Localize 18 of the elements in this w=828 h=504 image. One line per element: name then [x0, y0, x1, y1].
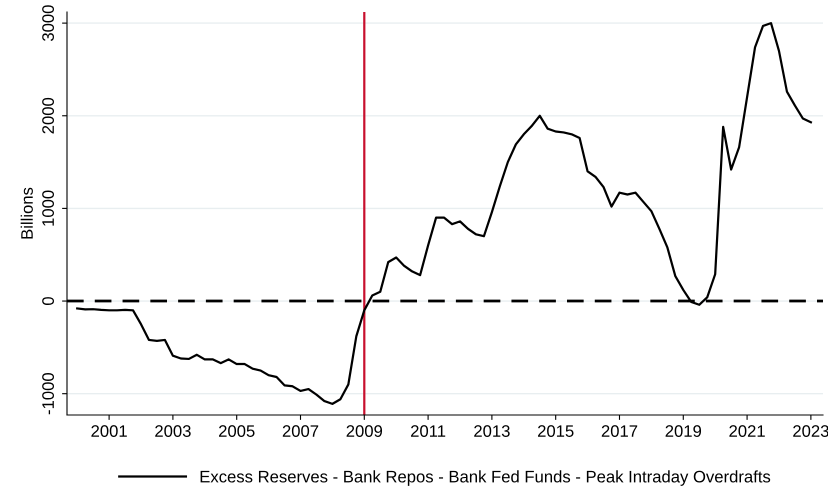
y-tick-label: 3000: [42, 5, 54, 42]
legend-label: Excess Reserves - Bank Repos - Bank Fed Funds - Peak Intraday Overdrafts: [200, 470, 770, 486]
y-tick-label: -1000: [42, 373, 54, 414]
x-tick-label: 2011: [411, 425, 446, 437]
y-tick-label: 2000: [42, 98, 54, 134]
x-tick-label: 2003: [155, 425, 191, 437]
x-tick-label: 2009: [346, 425, 382, 437]
y-tick-label: 1000: [42, 190, 54, 226]
x-tick-label: 2015: [538, 425, 574, 437]
x-tick-label: 2021: [729, 425, 765, 437]
x-tick-label: 2019: [666, 425, 702, 437]
x-tick-label: 2001: [91, 425, 127, 437]
y-tick-label: 0: [42, 297, 54, 306]
y-axis-title: Billions: [20, 188, 33, 239]
x-tick-label: 2013: [474, 425, 510, 437]
x-tick-label: 2005: [219, 425, 255, 437]
x-tick-label: 2007: [282, 425, 318, 437]
x-tick-label: 2017: [602, 425, 638, 437]
